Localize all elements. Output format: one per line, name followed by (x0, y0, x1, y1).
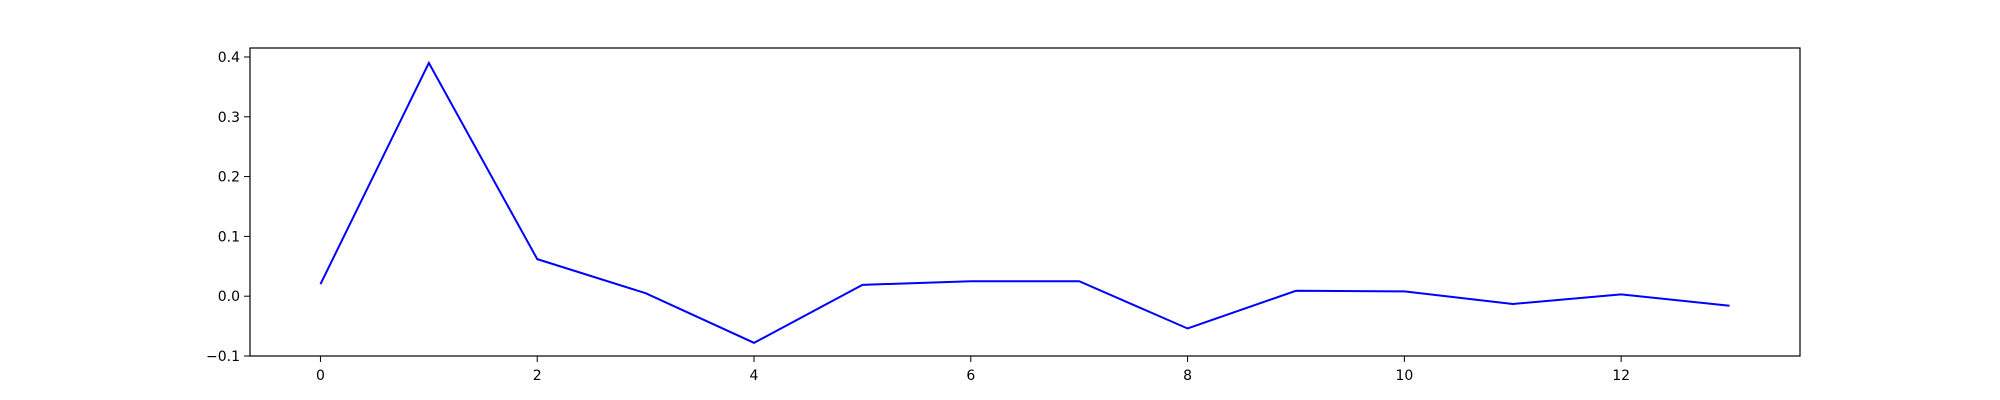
x-tick-label: 8 (1183, 368, 1192, 384)
x-tick-label: 12 (1612, 368, 1630, 384)
plot-area (250, 48, 1800, 356)
y-tick-label: −0.1 (206, 349, 240, 365)
series-line (319, 60, 1730, 344)
y-axis: −0.1 0.0 0.1 0.2 0.3 0.4 (206, 50, 250, 365)
x-tick-label: 4 (750, 368, 759, 384)
y-tick-label: 0.3 (218, 110, 240, 126)
y-tick-label: 0.4 (218, 50, 240, 66)
x-tick-label: 2 (533, 368, 542, 384)
y-tick-label: 0.0 (218, 289, 240, 305)
x-tick-label: 0 (316, 368, 325, 384)
plot-frame (249, 47, 1801, 357)
y-tick-label: 0.2 (218, 170, 240, 186)
y-tick-label: 0.1 (218, 229, 240, 245)
x-tick-label: 6 (966, 368, 975, 384)
x-axis: 0 2 4 6 8 10 12 (316, 356, 1630, 384)
x-tick-label: 10 (1395, 368, 1413, 384)
